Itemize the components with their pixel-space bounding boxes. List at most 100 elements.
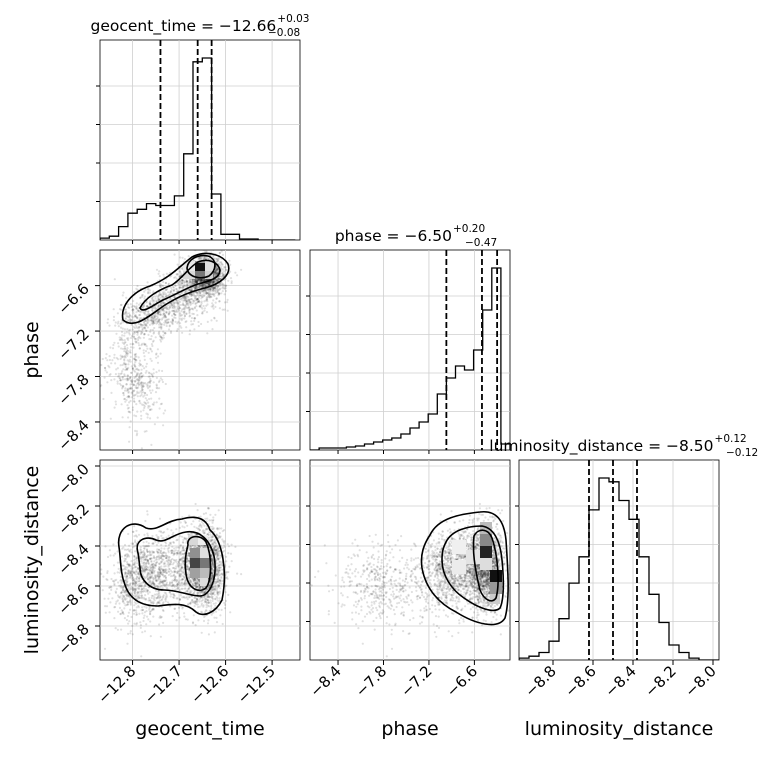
- sample-point: [158, 407, 161, 410]
- sample-point: [132, 335, 135, 338]
- sample-point: [125, 581, 128, 584]
- sample-point: [214, 549, 217, 552]
- grid-lines: [100, 40, 719, 660]
- sample-point: [136, 367, 139, 370]
- sample-point: [211, 305, 214, 308]
- sample-point: [215, 588, 219, 591]
- sample-point: [159, 635, 162, 638]
- sample-point: [136, 368, 139, 371]
- sample-point: [218, 536, 222, 539]
- sample-point: [165, 595, 168, 598]
- sample-point: [160, 301, 163, 304]
- sample-point: [148, 385, 151, 389]
- sample-point: [167, 313, 170, 316]
- sample-point: [217, 572, 220, 575]
- sample-point: [187, 299, 190, 302]
- sample-point: [217, 550, 220, 553]
- sample-point: [142, 342, 146, 345]
- sample-point: [200, 289, 203, 292]
- sample-point: [223, 284, 226, 287]
- sample-point: [134, 550, 137, 553]
- sample-point: [150, 609, 154, 612]
- sample-point: [149, 612, 152, 615]
- sample-point: [126, 374, 129, 377]
- sample-point: [146, 413, 149, 416]
- sample-point: [199, 294, 202, 297]
- sample-point: [162, 312, 166, 315]
- sample-point: [218, 599, 221, 602]
- sample-point: [134, 353, 137, 357]
- sample-point: [132, 367, 135, 370]
- sample-point: [179, 552, 182, 555]
- sample-point: [190, 532, 193, 535]
- sample-point: [147, 401, 150, 404]
- sample-point: [170, 303, 174, 306]
- sample-point: [203, 591, 206, 594]
- sample-point: [195, 285, 198, 288]
- sample-point: [128, 329, 131, 332]
- sample-point: [184, 295, 187, 298]
- sample-point: [201, 295, 204, 298]
- sample-point: [164, 314, 167, 317]
- sample-point: [189, 245, 191, 247]
- sample-point: [117, 375, 120, 378]
- sample-point: [153, 401, 156, 404]
- sample-point: [150, 379, 153, 382]
- sample-point: [196, 509, 199, 512]
- sample-point: [128, 314, 131, 317]
- sample-point: [140, 368, 143, 371]
- sample-point: [147, 333, 150, 336]
- sample-point: [126, 407, 129, 410]
- sample-point: [133, 414, 136, 417]
- sample-point: [215, 544, 218, 547]
- sample-point: [173, 567, 176, 570]
- sample-point: [165, 295, 168, 298]
- sample-point: [188, 546, 191, 549]
- sample-point: [202, 279, 205, 282]
- sample-point: [217, 292, 221, 295]
- sample-point: [185, 285, 188, 288]
- sample-point: [118, 602, 121, 605]
- sample-point: [135, 430, 138, 433]
- sample-point: [139, 556, 142, 559]
- sample-point: [134, 588, 137, 591]
- sample-point: [175, 565, 178, 568]
- sample-point: [163, 316, 166, 319]
- sample-point: [191, 280, 194, 283]
- sample-point: [162, 569, 165, 572]
- sample-point: [129, 319, 132, 322]
- sample-point: [196, 279, 199, 282]
- sample-point: [214, 284, 217, 287]
- sample-point: [196, 291, 199, 294]
- sample-point: [173, 305, 176, 308]
- sample-point: [190, 316, 193, 320]
- sample-point: [159, 292, 162, 295]
- sample-point: [129, 377, 132, 380]
- sample-point: [214, 301, 217, 304]
- sample-point: [133, 364, 136, 367]
- sample-point: [125, 331, 128, 334]
- sample-point: [128, 319, 131, 322]
- sample-point: [188, 567, 191, 570]
- sample-point: [166, 318, 169, 321]
- sample-point: [139, 296, 142, 299]
- sample-point: [182, 545, 185, 548]
- sample-point: [146, 573, 149, 577]
- sample-point: [207, 282, 210, 285]
- sample-point: [125, 594, 128, 598]
- sample-point: [195, 305, 198, 308]
- sample-point: [215, 287, 218, 290]
- sample-point: [190, 282, 193, 285]
- sample-point: [178, 293, 181, 296]
- sample-point: [194, 286, 197, 289]
- sample-point: [151, 375, 155, 378]
- sample-point: [152, 563, 155, 566]
- sample-point: [135, 373, 139, 376]
- sample-point: [200, 302, 203, 305]
- sample-point: [193, 306, 196, 309]
- sample-point: [192, 282, 195, 286]
- sample-point: [215, 266, 218, 269]
- sample-point: [195, 581, 198, 584]
- sample-point: [171, 579, 174, 582]
- sample-point: [198, 591, 201, 594]
